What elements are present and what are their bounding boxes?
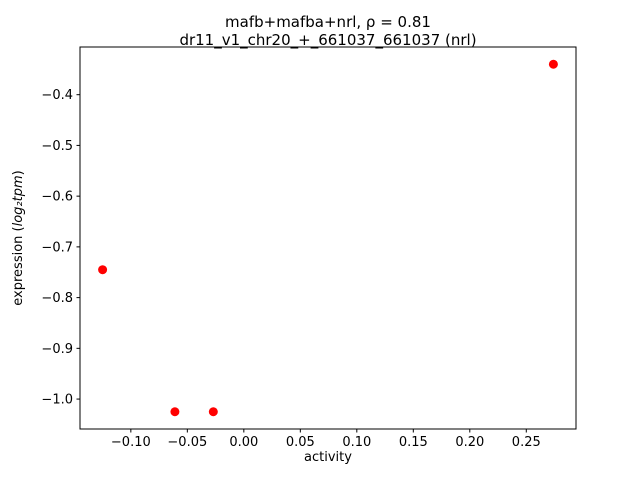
- y-axis-label-prefix: expression (: [11, 226, 26, 305]
- y-tick-label: −1.0: [41, 393, 73, 408]
- y-tick-label: −0.8: [41, 291, 73, 306]
- scatter-point: [170, 407, 180, 417]
- chart-title: mafb+mafba+nrl, ρ = 0.81: [225, 13, 431, 31]
- x-tick-label: 0.10: [342, 435, 371, 450]
- x-ticks: −0.10 −0.05 0.00 0.05 0.10 0.15 0.20 0.25: [111, 429, 541, 450]
- y-ticks: −0.4 −0.5 −0.6 −0.7 −0.8 −0.9 −1.0: [41, 88, 80, 408]
- x-tick-label: 0.25: [512, 435, 541, 450]
- scatter-point: [98, 265, 108, 275]
- x-tick-label: −0.10: [111, 435, 151, 450]
- x-axis-label: activity: [304, 450, 352, 465]
- y-tick-label: −0.5: [41, 139, 73, 154]
- axes-frame: [79, 46, 577, 430]
- y-axis-label-math: log₂tpm: [11, 175, 26, 226]
- chart-subtitle: dr11_v1_chr20_+_661037_661037 (nrl): [179, 31, 476, 50]
- data-points: [98, 59, 558, 417]
- x-tick-label: 0.20: [455, 435, 484, 450]
- scatter-point: [548, 59, 558, 69]
- y-tick-label: −0.4: [41, 88, 73, 103]
- y-axis-label: expression (log₂tpm): [11, 170, 26, 305]
- x-tick-label: 0.05: [286, 435, 315, 450]
- x-tick-label: −0.05: [167, 435, 207, 450]
- x-tick-label: 0.15: [399, 435, 428, 450]
- y-tick-label: −0.9: [41, 342, 73, 357]
- y-axis-label-suffix: ): [11, 170, 26, 175]
- x-tick-label: 0.00: [229, 435, 258, 450]
- y-tick-label: −0.6: [41, 190, 73, 205]
- y-tick-label: −0.7: [41, 240, 73, 255]
- scatter-point: [208, 407, 218, 417]
